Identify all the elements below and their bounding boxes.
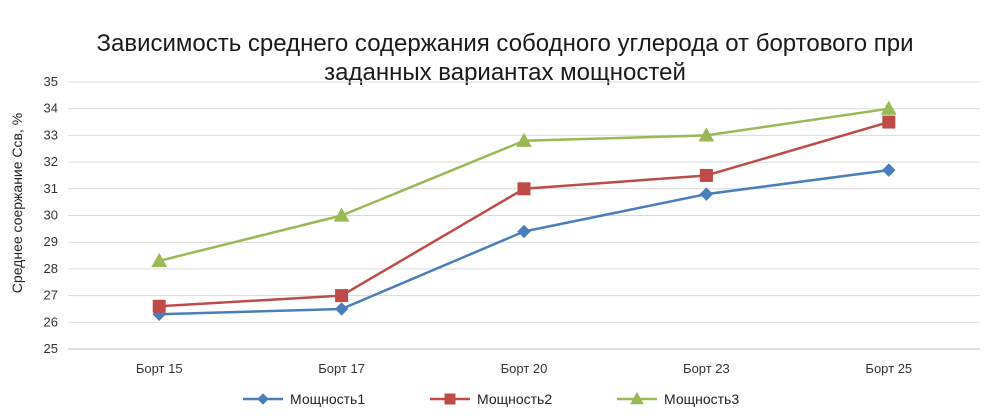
legend-item: Мощность3 — [617, 391, 739, 407]
x-axis-ticks: Борт 15 Борт 17 Борт 20 Борт 23 Борт 25 — [136, 361, 912, 376]
y-tick-label: 27 — [44, 288, 58, 303]
y-axis-label: Среднее соержание Ссв, % — [9, 113, 25, 293]
legend-label: Мощность1 — [290, 391, 365, 407]
y-tick-label: 29 — [44, 234, 58, 249]
data-point-square — [335, 289, 349, 303]
y-axis-ticks: 25 26 27 28 29 30 31 32 33 34 35 — [44, 74, 58, 356]
legend-label: Мощность2 — [477, 391, 552, 407]
data-point-diamond — [257, 393, 269, 405]
data-point-triangle — [333, 207, 350, 222]
data-point-triangle — [698, 127, 715, 142]
legend: Мощность1 Мощность2 Мощность3 — [243, 391, 739, 407]
series-2 — [152, 115, 896, 313]
data-point-triangle — [151, 252, 168, 267]
data-point-triangle — [630, 391, 644, 405]
legend-item: Мощность1 — [243, 391, 365, 407]
data-point-diamond — [882, 163, 896, 177]
y-tick-label: 30 — [44, 208, 58, 223]
data-point-diamond — [517, 224, 531, 239]
y-tick-label: 32 — [44, 154, 58, 169]
data-point-square — [444, 393, 456, 405]
legend-label: Мощность3 — [664, 391, 739, 407]
data-point-diamond — [699, 187, 714, 201]
data-point-triangle — [880, 100, 897, 115]
y-tick-label: 34 — [44, 101, 58, 116]
x-tick-label: Борт 23 — [683, 361, 730, 376]
data-point-square — [517, 182, 531, 196]
y-tick-label: 31 — [44, 181, 58, 196]
x-tick-label: Борт 20 — [501, 361, 548, 376]
data-point-diamond — [334, 302, 349, 316]
series-3 — [151, 100, 897, 267]
data-point-triangle — [516, 132, 532, 147]
y-tick-label: 26 — [44, 314, 58, 329]
data-point-square — [882, 115, 896, 129]
y-tick-label: 33 — [44, 127, 58, 142]
y-tick-label: 28 — [44, 261, 58, 276]
x-tick-label: Борт 17 — [318, 361, 365, 376]
y-tick-label: 25 — [44, 341, 58, 356]
series-group — [151, 100, 897, 321]
data-point-square — [699, 168, 713, 182]
y-tick-label: 35 — [44, 74, 58, 89]
data-point-square — [152, 299, 166, 313]
x-tick-label: Борт 15 — [136, 361, 183, 376]
legend-item: Мощность2 — [430, 391, 552, 407]
series-1 — [152, 163, 896, 321]
x-tick-label: Борт 25 — [865, 361, 912, 376]
chart-title-line-1: Зависимость среднего содержания сободног… — [96, 30, 913, 57]
